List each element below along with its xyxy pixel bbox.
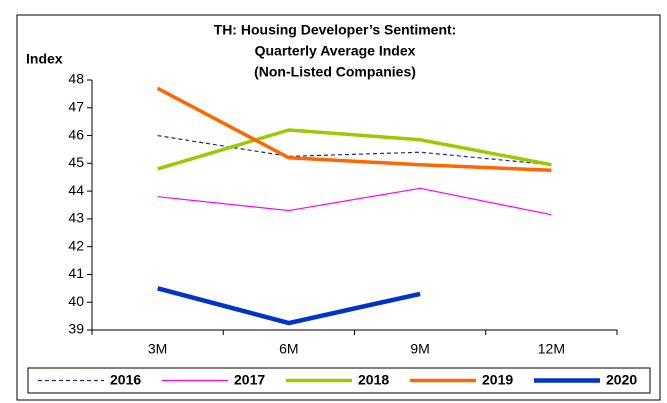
series-line (157, 134, 552, 166)
y-tick-label: 46 (68, 126, 84, 142)
y-tick-label: 47 (68, 98, 84, 114)
series-line (156, 86, 552, 173)
y-tick-label: 41 (68, 265, 84, 281)
y-tick-label: 48 (68, 71, 84, 87)
series-line (157, 128, 552, 171)
chart-title: Quarterly Average Index (255, 43, 416, 59)
x-tick-label: 9M (410, 341, 429, 357)
y-tick-label: 43 (68, 210, 84, 226)
x-tick-label: 12M (538, 341, 565, 357)
y-tick-label: 44 (68, 182, 84, 198)
chart-frame (16, 14, 661, 401)
y-tick-label: 42 (68, 237, 84, 253)
series-line (157, 187, 552, 216)
legend-label: 2019 (482, 372, 513, 388)
x-tick-label: 6M (279, 341, 298, 357)
series-line (157, 286, 421, 326)
legend-label: 2020 (606, 372, 637, 388)
y-tick-label: 40 (68, 293, 84, 309)
chart-title: TH: Housing Developer’s Sentiment: (214, 22, 457, 38)
legend-label: 2016 (110, 372, 141, 388)
legend-label: 2017 (234, 372, 265, 388)
x-tick-label: 3M (148, 341, 167, 357)
y-tick-label: 45 (68, 154, 84, 170)
y-axis-label: Index (26, 51, 63, 67)
y-tick-label: 39 (68, 321, 84, 337)
legend-label: 2018 (358, 372, 389, 388)
chart-title: (Non-Listed Companies) (254, 64, 416, 80)
